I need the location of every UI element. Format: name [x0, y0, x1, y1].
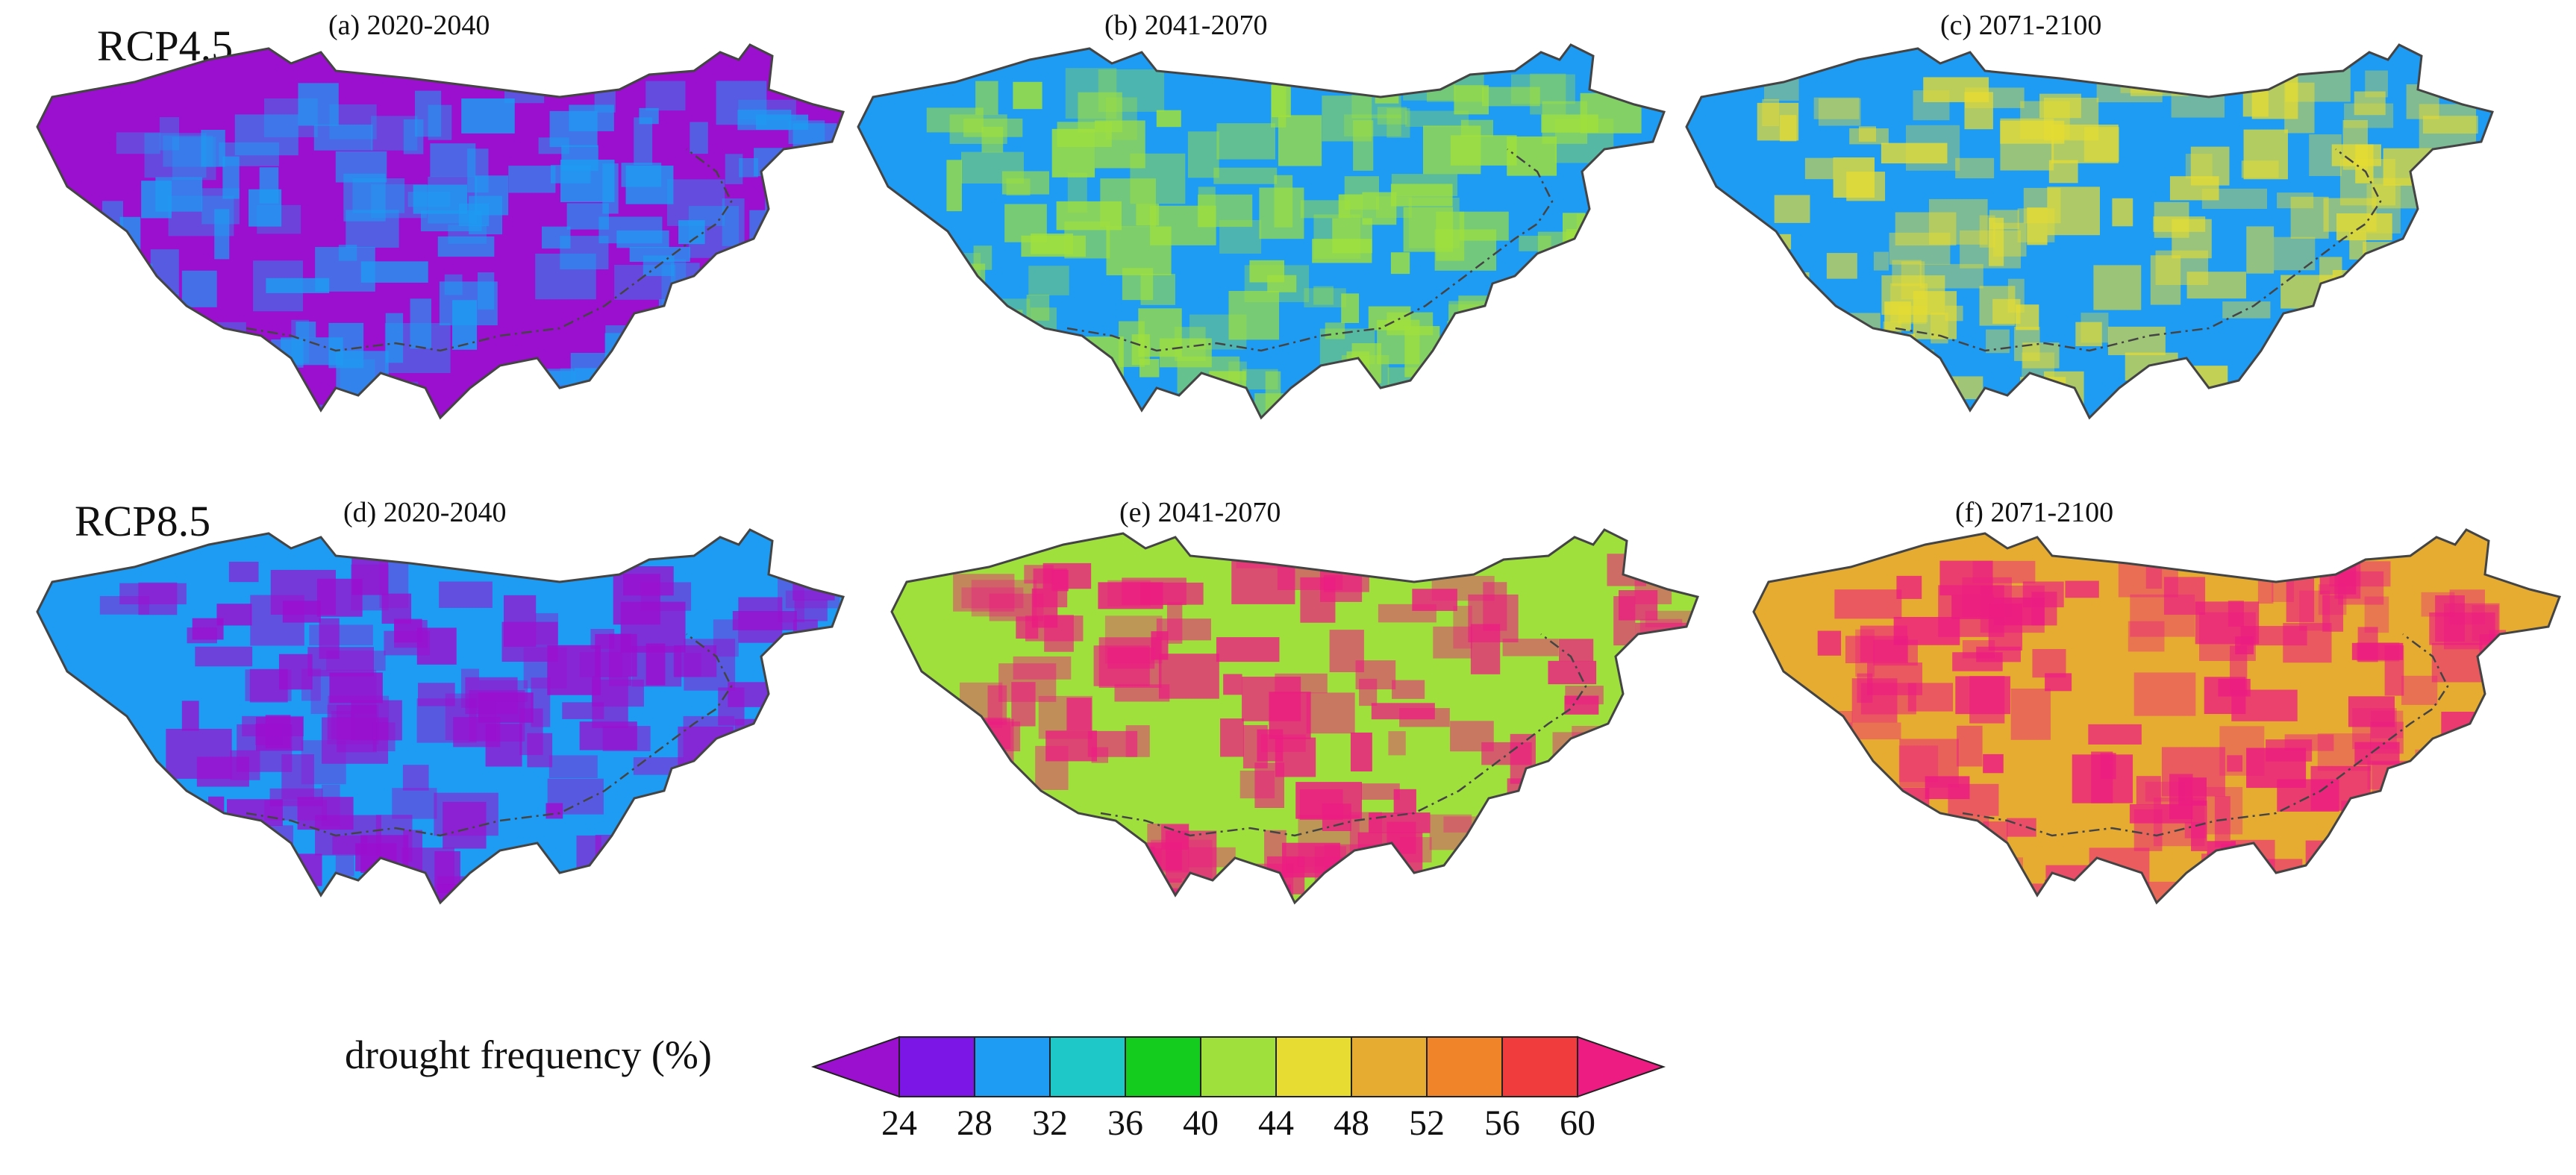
colorbar-segment [1200, 1036, 1277, 1097]
region-outline [890, 528, 1699, 905]
colorbar-tick-label: 36 [1107, 1103, 1143, 1143]
panel-title-b: (b) 2041-2070 [1104, 10, 1268, 41]
colorbar [810, 1035, 1666, 1098]
internal-boundary [1962, 633, 2449, 837]
map-panel-e [877, 522, 1720, 925]
panel-title-a: (a) 2020-2040 [328, 10, 490, 41]
colorbar-segment [1049, 1036, 1126, 1097]
map-panel-d [22, 522, 866, 925]
colorbar-tick-label: 32 [1032, 1103, 1068, 1143]
internal-boundary [246, 148, 733, 352]
colorbar-segment [974, 1036, 1051, 1097]
colorbar-segment [898, 1036, 975, 1097]
map-panel-c [1672, 37, 2515, 440]
colorbar-segment [1351, 1036, 1428, 1097]
colorbar-segment [1426, 1036, 1503, 1097]
region-outline [36, 43, 845, 420]
region-outline [1685, 43, 2494, 420]
region-outline [36, 528, 845, 905]
colorbar-tick-label: 48 [1334, 1103, 1369, 1143]
panel-title-c: (c) 2071-2100 [1940, 10, 2102, 41]
colorbar-tick-label: 40 [1183, 1103, 1219, 1143]
colorbar-segment [1125, 1036, 1201, 1097]
map-svg [890, 528, 1699, 905]
panel-title-f: (f) 2071-2100 [1955, 497, 2114, 528]
region-outline [857, 43, 1666, 420]
region-outline [1752, 528, 2561, 905]
map-panel-b [843, 37, 1686, 440]
internal-boundary [1895, 148, 2382, 352]
colorbar-tick-label: 56 [1484, 1103, 1520, 1143]
colorbar-segment [1275, 1036, 1352, 1097]
map-svg [36, 43, 845, 420]
internal-boundary [1100, 633, 1587, 837]
colorbar-tick-label: 24 [881, 1103, 917, 1143]
colorbar-label: drought frequency (%) [345, 1033, 712, 1077]
panel-title-e: (e) 2041-2070 [1119, 497, 1281, 528]
map-svg [857, 43, 1666, 420]
scenario-label-rcp85: RCP8.5 [75, 497, 211, 545]
colorbar-tick-label: 60 [1560, 1103, 1595, 1143]
map-svg [1752, 528, 2561, 905]
colorbar-segment [1501, 1036, 1578, 1097]
colorbar-tick-label: 52 [1409, 1103, 1445, 1143]
map-panel-a [22, 37, 866, 440]
colorbar-tick-label: 28 [957, 1103, 992, 1143]
colorbar-tick-label: 44 [1258, 1103, 1294, 1143]
colorbar-arrow-low [810, 1035, 900, 1098]
panel-title-d: (d) 2020-2040 [343, 497, 507, 528]
map-panel-f [1739, 522, 2576, 925]
internal-boundary [1066, 148, 1554, 352]
internal-boundary [246, 633, 733, 837]
map-svg [1685, 43, 2494, 420]
map-svg [36, 528, 845, 905]
colorbar-arrow-high [1577, 1035, 1666, 1098]
